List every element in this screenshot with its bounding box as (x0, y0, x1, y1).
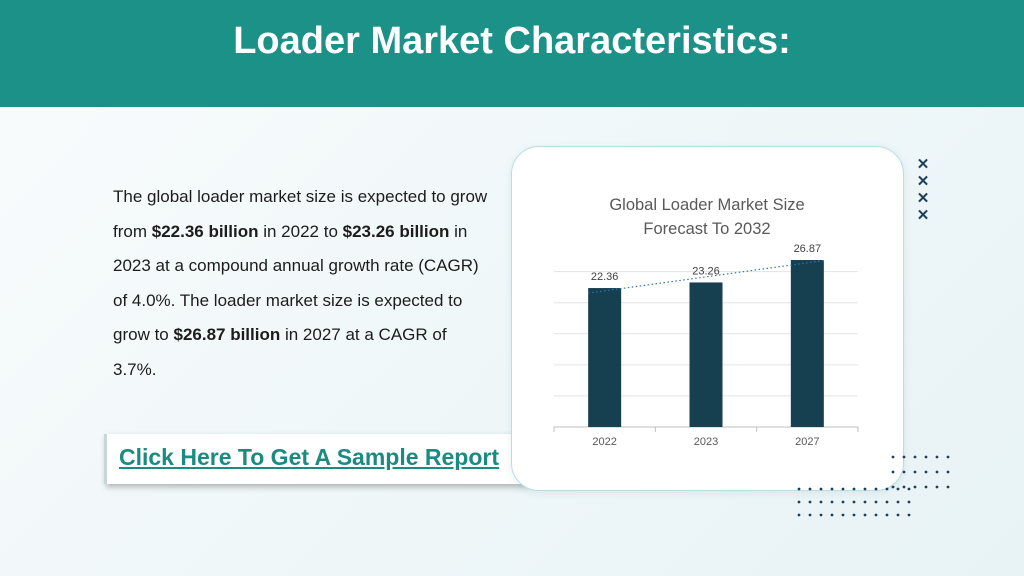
decorative-dot (830, 500, 834, 504)
decorative-dot (946, 470, 950, 474)
sample-report-link[interactable]: Click Here To Get A Sample Report (119, 444, 500, 470)
decorative-dot (841, 487, 845, 491)
title-banner: Loader Market Characteristics: (0, 0, 1024, 107)
decorative-dot (891, 470, 895, 474)
decorative-dot (797, 500, 801, 504)
x-tick-label-2023: 2023 (694, 436, 718, 448)
decorative-dot (913, 455, 917, 459)
decorative-dot (808, 513, 812, 517)
decorative-dot (924, 470, 928, 474)
decorative-dot (852, 513, 856, 517)
decorative-dot (902, 470, 906, 474)
data-label-2022: 22.36 (591, 271, 619, 283)
decorative-dot (819, 513, 823, 517)
decorative-dot (852, 500, 856, 504)
decorative-x-marks: ✕ ✕ ✕ ✕ (916, 156, 930, 224)
chart-title-line-1: Global Loader Market Size (609, 196, 804, 214)
decorative-dot (841, 513, 845, 517)
decorative-dot (863, 500, 867, 504)
decorative-dot (902, 455, 906, 459)
decorative-dot (891, 485, 895, 489)
sample-report-callout: Click Here To Get A Sample Report (104, 434, 528, 484)
decorative-dot (797, 487, 801, 491)
decorative-dot (896, 487, 900, 491)
description-text-3: in 2023 at a compound annual growth rate… (113, 221, 479, 345)
decorative-dot (891, 455, 895, 459)
value-2027: $26.87 billion (173, 325, 281, 344)
decorative-dot (830, 487, 834, 491)
decorative-dot (819, 500, 823, 504)
data-label-2023: 23.26 (692, 265, 720, 277)
data-label-2027: 26.87 (794, 243, 822, 255)
decorative-dot (885, 487, 889, 491)
decorative-dot (913, 485, 917, 489)
decorative-dot (896, 500, 900, 504)
decorative-dot (808, 500, 812, 504)
x-tick-label-2022: 2022 (592, 436, 616, 448)
market-description: The global loader market size is expecte… (113, 180, 493, 387)
decorative-dot (874, 500, 878, 504)
x-tick-label-2027: 2027 (795, 436, 819, 448)
description-text-1: The global loader market size is expecte… (113, 187, 488, 241)
decorative-dot (924, 455, 928, 459)
chart-card: Global Loader Market Size Forecast To 20… (511, 146, 904, 491)
decorative-dot (924, 485, 928, 489)
bar-2022 (588, 288, 622, 427)
decorative-dot (863, 487, 867, 491)
decorative-dot (885, 513, 889, 517)
decorative-dot (907, 487, 911, 491)
value-2023: $23.26 billion (342, 221, 450, 241)
bar-2027 (790, 260, 824, 427)
decorative-dot (935, 485, 939, 489)
description-text-4: in 2027 at a CAGR of 3.7%. (113, 325, 447, 379)
chart-title-line-2: Forecast To 2032 (643, 220, 770, 238)
decorative-dot (808, 487, 812, 491)
decorative-dot (874, 513, 878, 517)
bar-2023 (689, 282, 723, 427)
decorative-dot (935, 470, 939, 474)
page-title: Loader Market Characteristics: (233, 20, 791, 62)
decorative-dot (841, 500, 845, 504)
decorative-dot (852, 487, 856, 491)
decorative-dot (797, 513, 801, 517)
decorative-dot (874, 487, 878, 491)
bar-chart: Global Loader Market Size Forecast To 20… (553, 196, 859, 448)
decorative-dot (907, 500, 911, 504)
decorative-dot (935, 455, 939, 459)
decorative-dot (863, 513, 867, 517)
decorative-dot-grid-right (891, 455, 950, 489)
decorative-dot (830, 513, 834, 517)
decorative-dot (902, 485, 906, 489)
decorative-dot (946, 485, 950, 489)
decorative-dot (885, 500, 889, 504)
decorative-dot (896, 513, 900, 517)
decorative-dot (907, 513, 911, 517)
value-2022: $22.36 billion (151, 221, 259, 241)
decorative-dot (913, 470, 917, 474)
decorative-dot (819, 487, 823, 491)
decorative-dot (946, 455, 950, 459)
description-text-2: in 2022 to (258, 221, 343, 241)
description-paragraph: The global loader market size is expecte… (113, 180, 493, 387)
decorative-dot-grid-bottom (797, 487, 911, 517)
